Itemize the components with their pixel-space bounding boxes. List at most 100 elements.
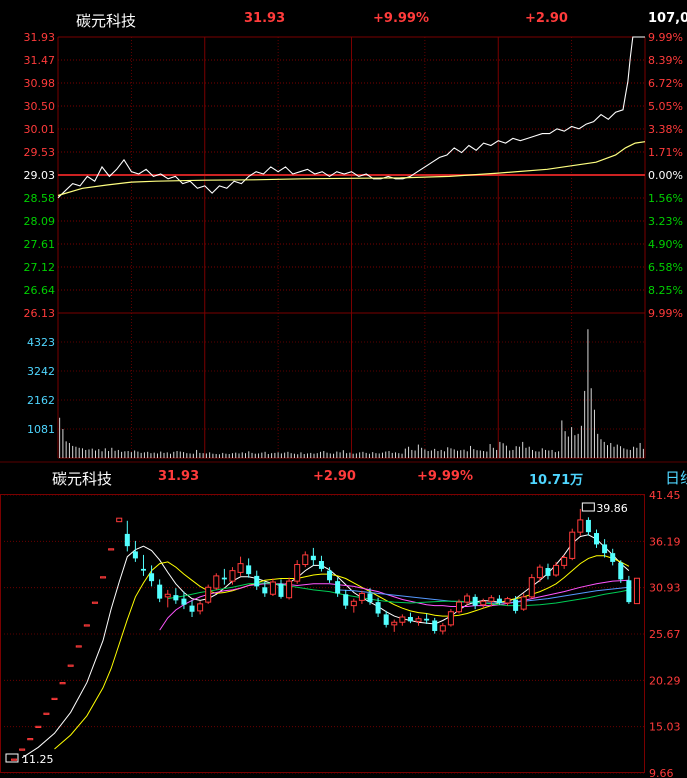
daily-price-tick-label: 25.67 <box>649 628 681 641</box>
pct-tick-label: 8.39% <box>648 54 683 67</box>
candle-body <box>27 738 34 741</box>
candle-body <box>67 664 74 667</box>
candle-body <box>262 587 268 594</box>
candle-body <box>569 531 576 559</box>
pct-tick-label: 9.99% <box>648 31 683 44</box>
price-tick-label: 31.47 <box>24 54 56 67</box>
candle-body <box>246 565 252 575</box>
candle-body <box>149 573 155 582</box>
candle-body <box>528 577 535 598</box>
pct-tick-label: 8.25% <box>648 284 683 297</box>
candle-body <box>132 551 138 559</box>
candle-body <box>318 561 324 569</box>
daily-price-tick-label: 41.45 <box>649 489 681 502</box>
candle-body <box>181 598 187 605</box>
candle-body <box>464 595 471 603</box>
candle-body <box>11 758 18 761</box>
price-tick-label: 26.13 <box>24 307 56 320</box>
candle-body <box>51 697 58 701</box>
price-tick-label: 29.53 <box>24 146 56 159</box>
candle-body <box>472 596 478 606</box>
candle-body <box>626 580 632 603</box>
candle-body <box>286 580 293 599</box>
high-marker-box <box>581 502 595 512</box>
candle-body <box>545 568 551 576</box>
price-tick-label: 30.50 <box>24 100 56 113</box>
ma60-line <box>167 582 630 607</box>
candle-body <box>375 602 381 614</box>
candle-body <box>116 517 123 523</box>
candle-body <box>221 577 227 580</box>
candle-body <box>439 625 446 632</box>
candle-body <box>455 601 462 613</box>
candle-body <box>140 568 146 571</box>
candle-body <box>602 544 608 554</box>
candle-body <box>610 553 616 562</box>
candle-body <box>432 620 438 631</box>
candle-body <box>585 519 591 533</box>
intraday-change: +2.90 <box>525 11 568 26</box>
candle-body <box>108 548 115 551</box>
candle-body <box>327 570 333 581</box>
volume-tick-label: 3242 <box>27 365 55 378</box>
candle-body <box>496 598 502 603</box>
candle-body <box>19 748 26 751</box>
daily-price: 31.93 <box>158 469 200 484</box>
candle-body <box>229 570 236 582</box>
pct-tick-label: 9.99% <box>648 307 683 320</box>
low-price-label: 11.25 <box>22 753 54 766</box>
pct-tick-label: 4.90% <box>648 238 683 251</box>
candle-body <box>391 621 398 626</box>
candle-body <box>343 594 349 606</box>
daily-price-tick-label: 36.19 <box>649 535 681 548</box>
pct-tick-label: 6.58% <box>648 261 683 274</box>
candle-body <box>157 584 163 599</box>
intraday-volume-value: 107,00 <box>648 11 687 26</box>
daily-period-tab[interactable]: 日线 <box>665 469 687 487</box>
candle-body <box>83 624 90 627</box>
candle-body <box>43 712 50 715</box>
candle-body <box>124 533 130 547</box>
candle-body <box>593 533 600 545</box>
pct-tick-label: 3.23% <box>648 215 683 228</box>
pct-tick-label: 0.00% <box>648 169 683 182</box>
volume-tick-label: 1081 <box>27 423 55 436</box>
candle-body <box>189 605 195 612</box>
ma20-line <box>159 579 629 631</box>
pct-tick-label: 1.71% <box>648 146 683 159</box>
candle-body <box>447 611 454 626</box>
daily-price-tick-label: 30.93 <box>649 582 681 595</box>
price-tick-label: 28.58 <box>24 192 56 205</box>
candle-body <box>618 562 624 580</box>
daily-price-tick-label: 9.66 <box>649 767 674 778</box>
volume-tick-label: 2162 <box>27 394 55 407</box>
candle-body <box>399 616 406 623</box>
high-price-label: 39.86 <box>596 502 628 515</box>
pct-tick-label: 6.72% <box>648 77 683 90</box>
price-tick-label: 29.03 <box>24 169 56 182</box>
candle-body <box>59 682 66 685</box>
candle-body <box>35 725 42 729</box>
candle-body <box>504 598 511 604</box>
price-tick-label: 27.12 <box>24 261 56 274</box>
candle-body <box>561 557 568 566</box>
candle-body <box>302 554 309 566</box>
candle-body <box>205 586 212 603</box>
price-tick-label: 27.61 <box>24 238 56 251</box>
candle-body <box>513 599 519 611</box>
price-tick-label: 30.98 <box>24 77 56 90</box>
candle-body <box>278 583 284 597</box>
price-tick-label: 30.01 <box>24 123 56 136</box>
candle-body <box>358 592 365 601</box>
candle-body <box>383 614 389 625</box>
candle-body <box>91 601 98 604</box>
daily-price-tick-label: 15.03 <box>649 721 681 734</box>
price-tick-label: 31.93 <box>24 31 56 44</box>
daily-frame <box>0 494 645 773</box>
ma10-line <box>54 555 630 750</box>
candle-body <box>310 555 316 561</box>
candle-body <box>294 564 301 582</box>
candle-body <box>407 616 413 622</box>
candle-body <box>415 618 422 622</box>
